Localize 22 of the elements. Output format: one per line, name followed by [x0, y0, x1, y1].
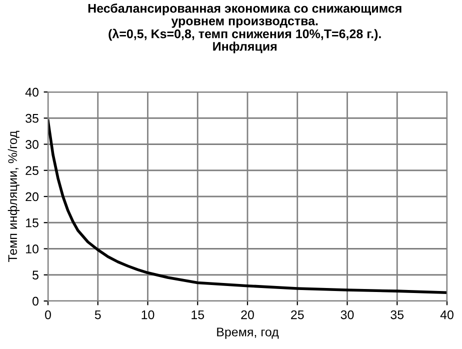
y-tick-label: 40: [25, 88, 38, 97]
x-tick-label: 0: [45, 310, 51, 320]
y-axis-title: Темп инфляции, %/год: [8, 130, 20, 262]
y-tick-label: 0: [32, 296, 38, 306]
x-tick-label: 35: [390, 310, 404, 320]
y-tick-label: 30: [26, 140, 38, 149]
chart-title: Несбалансированная экономика со снижающимся уровнем производства. (λ=0,5, Ks=0,8, темп снижения 10%,T=6,28 г.). Инфляция: [88, 3, 402, 54]
y-tick-label: 35: [26, 114, 38, 123]
x-tick-label: 20: [241, 310, 254, 320]
x-tick-label: 30: [340, 310, 354, 320]
x-tick-label: 5: [94, 310, 101, 320]
y-tick-label: 15: [26, 218, 38, 228]
x-tick-label: 25: [291, 310, 304, 320]
y-tick-label: 25: [26, 166, 38, 176]
x-axis-title: Время, год: [217, 328, 279, 339]
y-tick-label: 5: [32, 270, 38, 280]
line-series: [48, 119, 447, 294]
x-tick-label: 10: [142, 310, 154, 320]
y-tick-label: 20: [26, 192, 38, 202]
x-tick-label: 40: [440, 310, 454, 320]
x-tick-label: 15: [192, 310, 204, 320]
y-tick-label: 10: [26, 244, 38, 254]
